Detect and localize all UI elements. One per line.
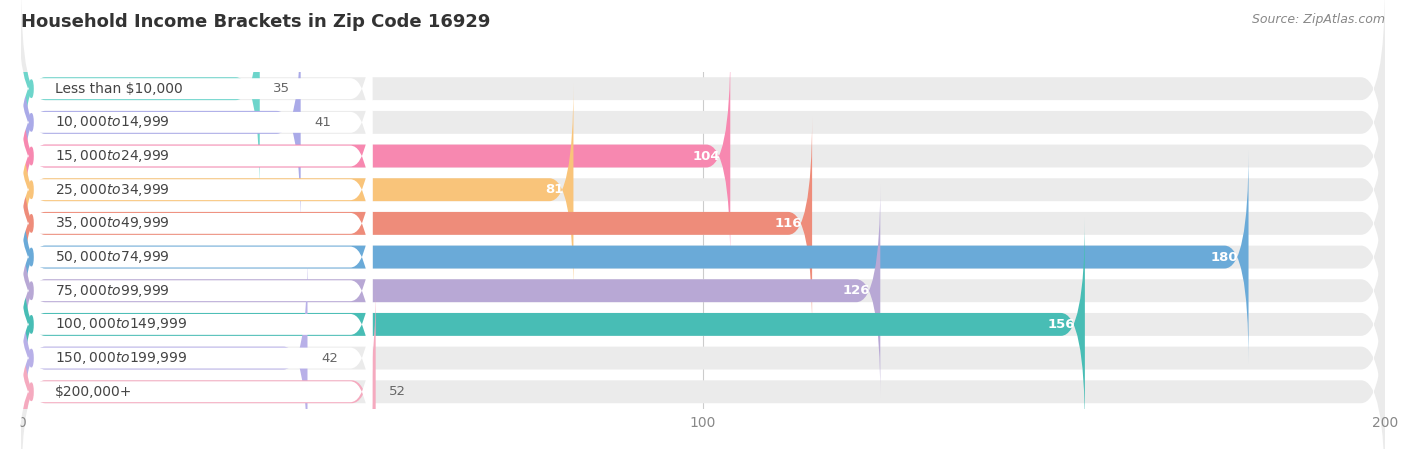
FancyBboxPatch shape [18, 194, 373, 388]
Circle shape [30, 248, 34, 266]
Text: 156: 156 [1047, 318, 1074, 331]
Circle shape [30, 215, 34, 232]
Text: $50,000 to $74,999: $50,000 to $74,999 [55, 249, 170, 265]
Circle shape [30, 316, 34, 333]
Circle shape [30, 349, 34, 367]
FancyBboxPatch shape [21, 218, 1385, 431]
Circle shape [30, 147, 34, 165]
Text: $25,000 to $34,999: $25,000 to $34,999 [55, 182, 170, 198]
Text: 41: 41 [315, 116, 332, 129]
FancyBboxPatch shape [18, 92, 373, 287]
Circle shape [30, 80, 34, 97]
FancyBboxPatch shape [18, 25, 373, 220]
FancyBboxPatch shape [18, 295, 373, 449]
FancyBboxPatch shape [21, 251, 308, 449]
Text: $15,000 to $24,999: $15,000 to $24,999 [55, 148, 170, 164]
FancyBboxPatch shape [21, 151, 1385, 364]
Text: $150,000 to $199,999: $150,000 to $199,999 [55, 350, 187, 366]
Text: 180: 180 [1211, 251, 1239, 264]
FancyBboxPatch shape [21, 16, 1385, 229]
FancyBboxPatch shape [18, 126, 373, 321]
FancyBboxPatch shape [21, 117, 1385, 330]
Text: Less than $10,000: Less than $10,000 [55, 82, 183, 96]
FancyBboxPatch shape [21, 117, 813, 330]
FancyBboxPatch shape [21, 286, 375, 449]
FancyBboxPatch shape [18, 227, 373, 422]
Text: 126: 126 [842, 284, 870, 297]
FancyBboxPatch shape [21, 0, 1385, 195]
FancyBboxPatch shape [18, 0, 373, 186]
FancyBboxPatch shape [21, 16, 301, 229]
Text: $100,000 to $149,999: $100,000 to $149,999 [55, 317, 187, 332]
FancyBboxPatch shape [21, 84, 574, 296]
Circle shape [30, 114, 34, 131]
FancyBboxPatch shape [21, 251, 1385, 449]
Text: Source: ZipAtlas.com: Source: ZipAtlas.com [1251, 13, 1385, 26]
FancyBboxPatch shape [21, 151, 1249, 364]
FancyBboxPatch shape [21, 49, 730, 262]
FancyBboxPatch shape [21, 286, 1385, 449]
Text: Household Income Brackets in Zip Code 16929: Household Income Brackets in Zip Code 16… [21, 13, 491, 31]
Circle shape [30, 282, 34, 299]
FancyBboxPatch shape [18, 59, 373, 253]
Text: 81: 81 [546, 183, 564, 196]
Text: $200,000+: $200,000+ [55, 385, 132, 399]
FancyBboxPatch shape [18, 160, 373, 354]
Text: $10,000 to $14,999: $10,000 to $14,999 [55, 114, 170, 130]
FancyBboxPatch shape [18, 261, 373, 449]
Text: 104: 104 [692, 150, 720, 163]
FancyBboxPatch shape [21, 0, 260, 195]
Text: 52: 52 [389, 385, 406, 398]
FancyBboxPatch shape [21, 49, 1385, 262]
FancyBboxPatch shape [21, 184, 880, 397]
Text: 116: 116 [775, 217, 801, 230]
Text: $35,000 to $49,999: $35,000 to $49,999 [55, 216, 170, 231]
Circle shape [30, 181, 34, 198]
FancyBboxPatch shape [21, 218, 1085, 431]
Circle shape [30, 383, 34, 401]
FancyBboxPatch shape [21, 84, 1385, 296]
Text: $75,000 to $99,999: $75,000 to $99,999 [55, 283, 170, 299]
Text: 35: 35 [273, 82, 291, 95]
Text: 42: 42 [321, 352, 337, 365]
FancyBboxPatch shape [21, 184, 1385, 397]
